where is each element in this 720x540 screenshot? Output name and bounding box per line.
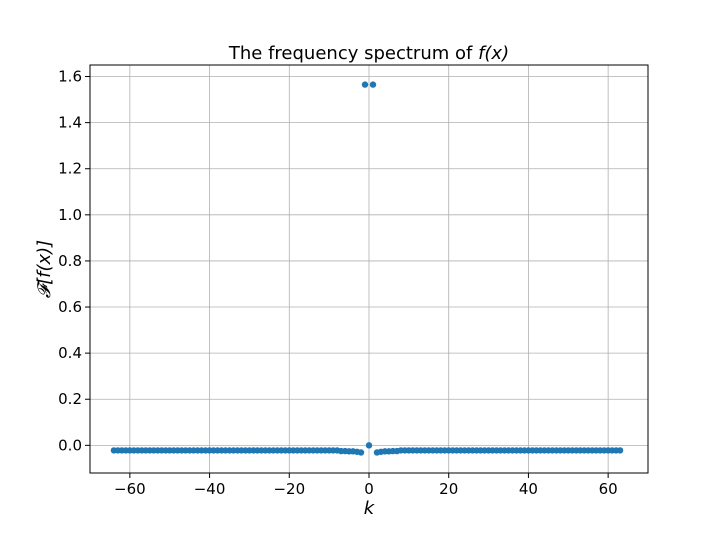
x-tick-label: 40 bbox=[519, 480, 538, 498]
chart-title-math: f(x) bbox=[478, 43, 509, 64]
x-tick-label: 20 bbox=[439, 480, 458, 498]
y-tick-label: 0.0 bbox=[58, 436, 82, 454]
scatter-points bbox=[110, 81, 624, 456]
grid bbox=[90, 65, 648, 473]
y-tick-label: 1.2 bbox=[58, 160, 82, 178]
y-tick-label: 0.6 bbox=[58, 298, 82, 316]
y-tick-label: 0.2 bbox=[58, 390, 82, 408]
x-tick-label: −40 bbox=[194, 480, 226, 498]
x-tick-label: −60 bbox=[114, 480, 146, 498]
data-point bbox=[361, 81, 369, 88]
x-axis-ticks: −60 −40 −20 0 20 40 60 bbox=[114, 473, 618, 498]
y-tick-label: 1.4 bbox=[58, 114, 82, 132]
y-tick-label: 0.8 bbox=[58, 252, 82, 270]
y-axis-label: 𝓕[f(x)] bbox=[34, 240, 55, 298]
data-point bbox=[369, 81, 377, 88]
x-axis-label: k bbox=[364, 498, 376, 519]
x-tick-label: −20 bbox=[273, 480, 305, 498]
y-tick-label: 0.4 bbox=[58, 344, 82, 362]
chart-title-text: The frequency spectrum of bbox=[228, 43, 478, 64]
y-axis-ticks: 0.0 0.2 0.4 0.6 0.8 1.0 1.2 1.4 1.6 bbox=[58, 68, 90, 454]
data-point bbox=[365, 442, 373, 449]
x-tick-label: 60 bbox=[599, 480, 618, 498]
y-tick-label: 1.0 bbox=[58, 206, 82, 224]
x-tick-label: 0 bbox=[364, 480, 374, 498]
data-point bbox=[616, 447, 624, 454]
chart-title: The frequency spectrum of f(x) bbox=[228, 43, 509, 64]
y-tick-label: 1.6 bbox=[58, 68, 82, 86]
data-point bbox=[357, 449, 365, 456]
